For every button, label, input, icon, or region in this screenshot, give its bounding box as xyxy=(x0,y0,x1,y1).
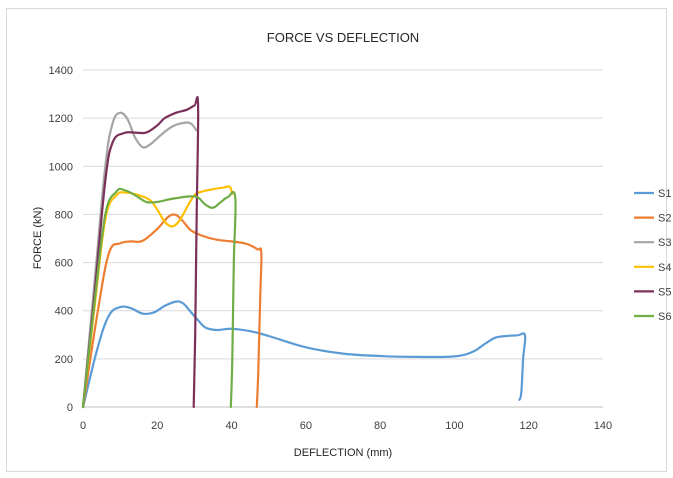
y-tick-label: 600 xyxy=(55,258,73,270)
legend-label-s1: S1 xyxy=(658,188,671,200)
x-tick-label: 40 xyxy=(225,420,237,432)
x-tick-label: 0 xyxy=(80,420,86,432)
legend-label-s3: S3 xyxy=(658,237,671,249)
y-tick-label: 1000 xyxy=(49,161,73,173)
y-axis-title: FORCE (kN) xyxy=(32,207,44,269)
chart-title: FORCE VS DEFLECTION xyxy=(267,30,419,45)
x-tick-label: 120 xyxy=(520,420,538,432)
legend-label-s2: S2 xyxy=(658,213,671,225)
y-tick-label: 200 xyxy=(55,354,73,366)
x-tick-label: 80 xyxy=(374,420,386,432)
y-tick-label: 1200 xyxy=(49,113,73,125)
y-tick-label: 0 xyxy=(67,402,73,414)
legend-label-s5: S5 xyxy=(658,286,671,298)
x-tick-label: 100 xyxy=(445,420,463,432)
y-tick-label: 1400 xyxy=(49,65,73,77)
x-axis-title: DEFLECTION (mm) xyxy=(294,447,392,459)
y-tick-label: 800 xyxy=(55,209,73,221)
x-tick-label: 60 xyxy=(300,420,312,432)
x-tick-label: 140 xyxy=(594,420,612,432)
legend-label-s4: S4 xyxy=(658,262,671,274)
legend-label-s6: S6 xyxy=(658,311,671,323)
x-tick-label: 20 xyxy=(151,420,163,432)
y-tick-label: 400 xyxy=(55,306,73,318)
